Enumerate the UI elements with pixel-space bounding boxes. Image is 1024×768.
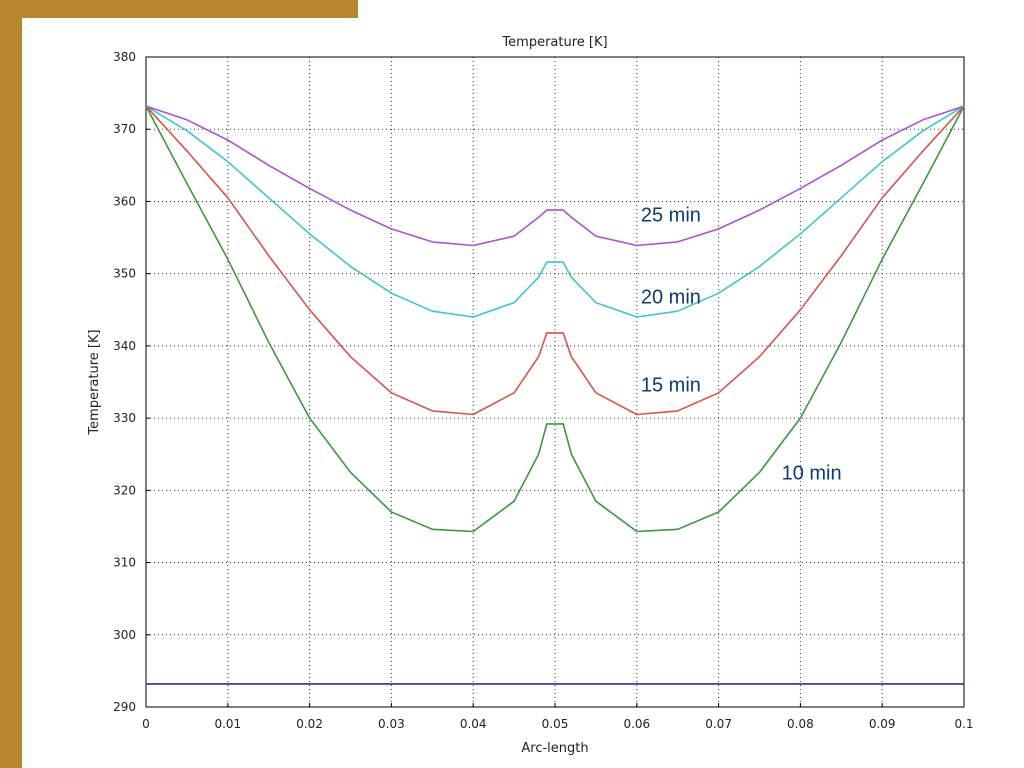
x-tick-label: 0.05 — [542, 717, 569, 731]
x-tick-label: 0 — [142, 717, 150, 731]
y-tick-label: 380 — [113, 50, 136, 64]
y-tick-label: 360 — [113, 194, 136, 208]
chart-title: Temperature [K] — [501, 35, 607, 50]
series-line-25-min — [145, 105, 965, 247]
x-tick-label: 0.07 — [705, 717, 732, 731]
y-tick-label: 310 — [113, 556, 136, 570]
series-layer — [145, 105, 965, 685]
series-line-20-min — [145, 105, 965, 318]
annotations: 25 min 20 min 15 min 10 min — [641, 205, 842, 485]
x-tick-label: 0.01 — [214, 717, 241, 731]
y-tick-label: 320 — [113, 483, 136, 497]
y-tick-label: 330 — [113, 411, 136, 425]
y-axis-title: Temperature [K] — [87, 329, 102, 435]
x-tick-label: 0.04 — [460, 717, 487, 731]
y-axis-ticks: 290 300 310 320 330 340 350 360 370 380 — [113, 50, 150, 714]
annotation-15-min: 15 min — [641, 374, 701, 396]
series-line-15-min — [145, 105, 965, 416]
x-tick-label: 0.08 — [787, 717, 814, 731]
grid — [146, 57, 964, 707]
decorative-left-bar — [0, 0, 22, 768]
x-axis-ticks: 0 0.01 0.02 0.03 0.04 0.05 0.06 0.07 0.08 0.09 0.1 — [142, 703, 974, 731]
decorative-top-bar — [0, 0, 358, 18]
series-line-10-min — [145, 105, 965, 533]
y-tick-label: 350 — [113, 267, 136, 281]
x-tick-label: 0.03 — [378, 717, 405, 731]
y-tick-label: 300 — [113, 628, 136, 642]
annotation-10-min: 10 min — [782, 463, 842, 485]
y-tick-label: 340 — [113, 339, 136, 353]
x-tick-label: 0.06 — [623, 717, 650, 731]
x-tick-label: 0.09 — [869, 717, 896, 731]
y-tick-label: 290 — [113, 700, 136, 714]
x-tick-label: 0.02 — [296, 717, 323, 731]
y-tick-label: 370 — [113, 122, 136, 136]
annotation-20-min: 20 min — [641, 286, 701, 308]
x-axis-title: Arc-length — [521, 741, 588, 756]
x-tick-label: 0.1 — [954, 717, 973, 731]
annotation-25-min: 25 min — [641, 205, 701, 227]
